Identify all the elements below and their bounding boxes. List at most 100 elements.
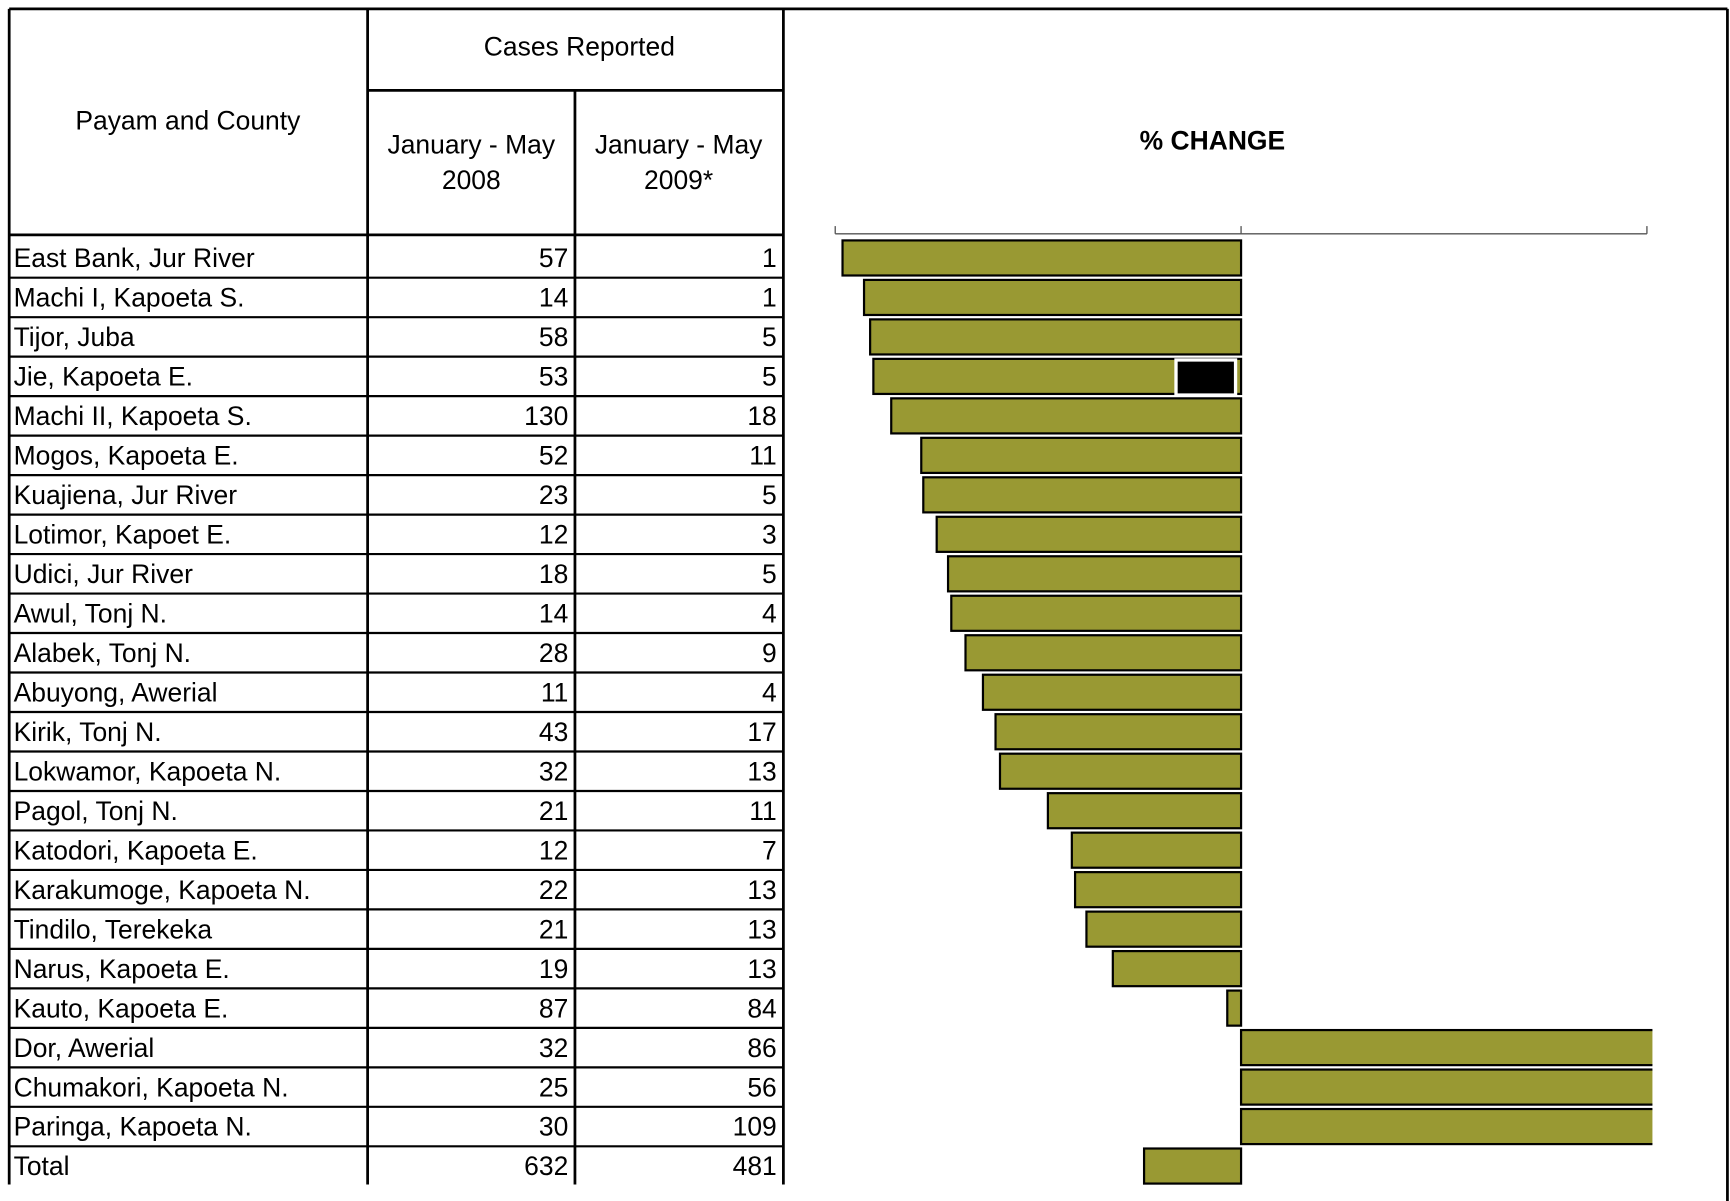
cell: 86	[747, 1033, 776, 1063]
header: Cases Reported	[484, 32, 675, 62]
cell: Dor, Awerial	[14, 1033, 155, 1063]
cell: 13	[747, 914, 776, 944]
bar	[981, 673, 1243, 711]
bar	[920, 436, 1243, 475]
cell: 12	[539, 835, 568, 865]
cell: Machi II, Kapoeta S.	[14, 401, 252, 431]
bar	[1239, 1068, 1653, 1106]
cell: 13	[747, 954, 776, 984]
cell: 14	[539, 283, 568, 313]
cell: 19	[539, 954, 568, 984]
bar	[1073, 871, 1243, 909]
bar	[1239, 1107, 1653, 1146]
cell: Kuajiena, Jur River	[14, 480, 238, 510]
cell: 21	[539, 796, 568, 826]
cell: 4	[762, 677, 777, 707]
cell: Lokwamor, Kapoeta N.	[14, 756, 282, 786]
cell: 84	[747, 993, 776, 1023]
bar	[862, 278, 1243, 317]
bar	[1070, 831, 1243, 869]
chart-title: % CHANGE	[1140, 125, 1286, 155]
cell: 1	[762, 283, 777, 313]
cell: 3	[762, 520, 777, 550]
cell: 481	[733, 1151, 777, 1181]
cell: Kauto, Kapoeta E.	[14, 993, 229, 1023]
cell: 32	[539, 756, 568, 786]
cell: 21	[539, 914, 568, 944]
cell: East Bank, Jur River	[14, 243, 255, 273]
cell: 56	[747, 1072, 776, 1102]
cell: 28	[539, 638, 568, 668]
cell: Awul, Tonj N.	[14, 598, 167, 628]
cell: Tindilo, Terekeka	[14, 914, 213, 944]
cell: Paringa, Kapoeta N.	[14, 1112, 252, 1142]
cell: 109	[733, 1112, 777, 1142]
cell: 5	[762, 362, 777, 392]
bar	[922, 476, 1243, 514]
cell: 18	[539, 559, 568, 589]
bar	[994, 713, 1243, 751]
cell: Lotimor, Kapoet E.	[14, 520, 232, 550]
bar	[890, 397, 1243, 435]
bar	[1111, 949, 1243, 988]
cell: 12	[539, 520, 568, 550]
cell: 57	[539, 243, 568, 273]
cell: 5	[762, 480, 777, 510]
cell: Tijor, Juba	[14, 322, 135, 352]
cell: 1	[762, 243, 777, 273]
bar	[935, 515, 1243, 553]
cell: 5	[762, 322, 777, 352]
cell: Kirik, Tonj N.	[14, 717, 162, 747]
cell: Machi I, Kapoeta S.	[14, 283, 245, 313]
header: 2009*	[644, 165, 713, 195]
cell: 13	[747, 756, 776, 786]
cell: 14	[539, 598, 568, 628]
cell: 7	[762, 835, 777, 865]
bar	[1085, 910, 1243, 948]
cell: 87	[539, 993, 568, 1023]
cell: 4	[762, 598, 777, 628]
cell: Katodori, Kapoeta E.	[14, 835, 258, 865]
bar	[946, 555, 1243, 593]
cell: Karakumoge, Kapoeta N.	[14, 875, 311, 905]
cell: 18	[747, 401, 776, 431]
bar	[869, 318, 1243, 356]
cell: Abuyong, Awerial	[14, 677, 218, 707]
cell: 11	[541, 677, 568, 707]
cell: Jie, Kapoeta E.	[14, 362, 193, 392]
bars	[841, 239, 1653, 1185]
cell: Pagol, Tonj N.	[14, 796, 178, 826]
bar	[1142, 1147, 1243, 1185]
cell: 13	[747, 875, 776, 905]
cell: 30	[539, 1112, 568, 1142]
cell: 52	[539, 441, 568, 471]
bar	[998, 752, 1243, 790]
cell: Alabek, Tonj N.	[14, 638, 191, 668]
bar	[950, 594, 1243, 632]
cell: 58	[539, 322, 568, 352]
table-frame	[7, 7, 1729, 1201]
cell: Chumakori, Kapoeta N.	[14, 1072, 289, 1102]
cell: 23	[539, 480, 568, 510]
bar	[1226, 989, 1243, 1027]
cell: 17	[747, 717, 776, 747]
cell: 130	[524, 401, 568, 431]
header: January - May	[595, 130, 763, 160]
bar	[964, 634, 1243, 672]
cell: 22	[539, 875, 568, 905]
cell: 9	[762, 638, 777, 668]
cell: 53	[539, 362, 568, 392]
header: Payam and County	[75, 105, 301, 135]
cell: 11	[749, 441, 776, 471]
bar	[841, 239, 1243, 277]
bar	[1046, 792, 1243, 830]
cell: 25	[539, 1072, 568, 1102]
header: January - May	[387, 130, 555, 160]
cell: Narus, Kapoeta E.	[14, 954, 230, 984]
cell: Udici, Jur River	[14, 559, 194, 589]
cell: Mogos, Kapoeta E.	[14, 441, 239, 471]
cell: 632	[524, 1151, 568, 1181]
header: 2008	[442, 165, 501, 195]
